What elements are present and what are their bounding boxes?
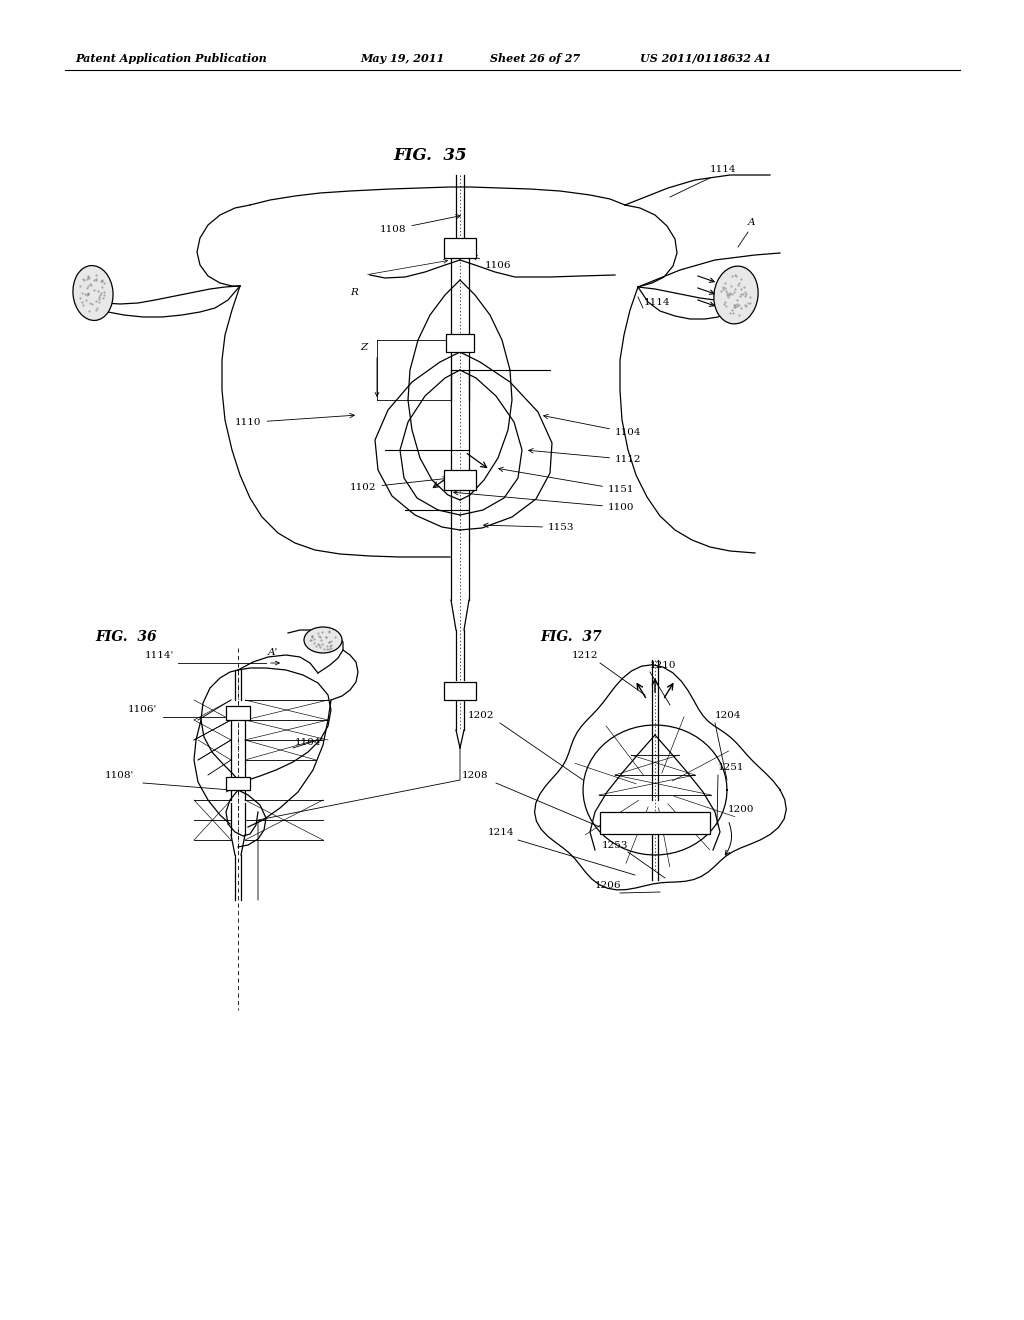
Text: 1202: 1202 — [468, 711, 495, 719]
Text: A': A' — [268, 648, 279, 657]
Text: 1114': 1114' — [145, 651, 174, 660]
Text: US 2011/0118632 A1: US 2011/0118632 A1 — [640, 53, 771, 63]
Text: 1106: 1106 — [472, 256, 512, 271]
Text: 1214: 1214 — [488, 828, 514, 837]
Text: FIG.  37: FIG. 37 — [540, 630, 602, 644]
Text: 1104: 1104 — [544, 414, 641, 437]
Text: R: R — [350, 288, 357, 297]
Bar — [226, 777, 250, 789]
Text: 1108: 1108 — [380, 214, 461, 234]
Text: Z: Z — [360, 343, 368, 352]
Text: 1153: 1153 — [483, 523, 574, 532]
Text: 1104': 1104' — [295, 738, 325, 747]
Bar — [600, 812, 710, 834]
Text: 1151: 1151 — [499, 467, 635, 494]
Text: May 19, 2011: May 19, 2011 — [360, 53, 444, 63]
Ellipse shape — [714, 267, 758, 323]
Text: 1114: 1114 — [710, 165, 736, 174]
Text: 1102: 1102 — [350, 477, 447, 492]
Text: 1108': 1108' — [105, 771, 134, 780]
Ellipse shape — [73, 265, 113, 321]
Bar — [446, 334, 474, 352]
Bar — [226, 706, 250, 719]
Text: 1253: 1253 — [602, 841, 629, 850]
Text: 1204: 1204 — [715, 711, 741, 719]
Text: Sheet 26 of 27: Sheet 26 of 27 — [490, 53, 581, 63]
Text: 1114: 1114 — [644, 298, 671, 308]
Text: A: A — [748, 218, 756, 227]
Text: 1106': 1106' — [128, 705, 158, 714]
Bar — [444, 470, 476, 490]
Bar — [444, 682, 476, 700]
Text: 1206: 1206 — [595, 880, 622, 890]
Text: 1110: 1110 — [234, 413, 354, 426]
Ellipse shape — [304, 627, 342, 653]
Text: 1208: 1208 — [462, 771, 488, 780]
Text: FIG.  35: FIG. 35 — [393, 147, 467, 164]
Text: 1251: 1251 — [718, 763, 744, 772]
Text: 1112: 1112 — [528, 449, 641, 465]
Text: 1210: 1210 — [650, 661, 677, 671]
Text: 1100: 1100 — [454, 491, 635, 512]
Text: FIG.  36: FIG. 36 — [95, 630, 157, 644]
Text: Patent Application Publication: Patent Application Publication — [75, 53, 266, 63]
Text: 1212: 1212 — [572, 651, 598, 660]
Text: 1200: 1200 — [728, 805, 755, 814]
Bar — [444, 238, 476, 257]
